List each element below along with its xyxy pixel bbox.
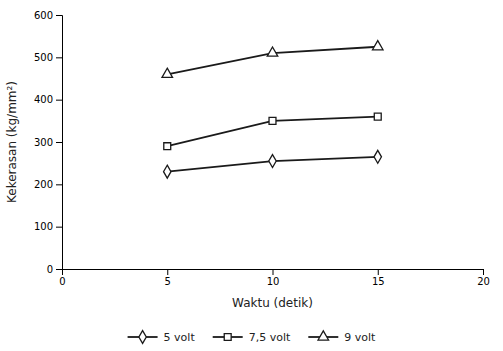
legend-label: 7,5 volt [249, 331, 291, 344]
tick: 5 [165, 269, 171, 287]
legend-item: 9 volt [308, 331, 376, 344]
legend-marker [139, 331, 146, 344]
point [374, 150, 381, 163]
tick-label: 600 [34, 10, 53, 21]
point [269, 117, 276, 124]
tick: 600 [34, 10, 62, 21]
series-line [167, 47, 378, 75]
axis-line [63, 270, 484, 276]
y-axis-title: Kekerasan (kg/mm²) [5, 81, 19, 203]
tick: 0 [59, 269, 65, 287]
tick: 15 [372, 269, 385, 287]
legend-marker [224, 334, 231, 341]
x-axis-title: Waktu (detik) [232, 296, 313, 310]
tick-mark [273, 269, 274, 275]
tick: 400 [34, 94, 62, 105]
tick-mark [56, 100, 62, 101]
tick-label: 0 [47, 264, 53, 275]
tick: 500 [34, 52, 62, 63]
tick: 20 [477, 269, 490, 287]
x-axis: 0 5 10 15 20 [59, 269, 490, 287]
point [164, 143, 171, 150]
tick-label: 100 [34, 221, 53, 232]
series-markers [164, 113, 381, 150]
tick-mark [56, 269, 62, 270]
series-markers [162, 41, 383, 78]
series-line [167, 117, 378, 147]
y-axis: 0 100 200 300 400 500 600 [34, 10, 63, 275]
tick-label: 200 [34, 179, 53, 190]
point [372, 41, 383, 50]
legend: 5 volt 7,5 volt 9 volt [128, 331, 377, 344]
tick-label: 5 [165, 276, 171, 287]
tick: 10 [267, 269, 280, 287]
tick-mark [56, 57, 62, 58]
tick-label: 15 [372, 276, 385, 287]
tick: 300 [34, 137, 62, 148]
legend-item: 7,5 volt [213, 331, 291, 344]
series-markers [164, 150, 382, 178]
point [164, 165, 171, 178]
legend-marker [318, 331, 329, 340]
tick: 0 [47, 264, 62, 275]
legend-label: 9 volt [344, 331, 376, 344]
tick: 100 [34, 221, 62, 232]
point [269, 155, 276, 168]
tick: 200 [34, 179, 62, 190]
point [374, 113, 381, 120]
tick-label: 400 [34, 94, 53, 105]
chart: 051015200100200300400500600Waktu (detik)… [0, 0, 503, 351]
point [162, 68, 173, 77]
tick-mark [483, 269, 484, 275]
tick-mark [56, 184, 62, 185]
tick-mark [56, 227, 62, 228]
tick-label: 10 [267, 276, 280, 287]
point [267, 47, 278, 56]
plot-area: 051015200100200300400500600 [34, 10, 490, 287]
tick-mark [56, 15, 62, 16]
tick-label: 0 [59, 276, 65, 287]
axis-line [56, 16, 63, 270]
legend-label: 5 volt [164, 331, 196, 344]
tick-mark [56, 142, 62, 143]
tick-mark [167, 269, 168, 275]
tick-label: 500 [34, 52, 53, 63]
marks [162, 41, 383, 178]
tick-mark [378, 269, 379, 275]
tick-label: 300 [34, 137, 53, 148]
tick-label: 20 [477, 276, 490, 287]
legend-item: 5 volt [128, 331, 196, 344]
